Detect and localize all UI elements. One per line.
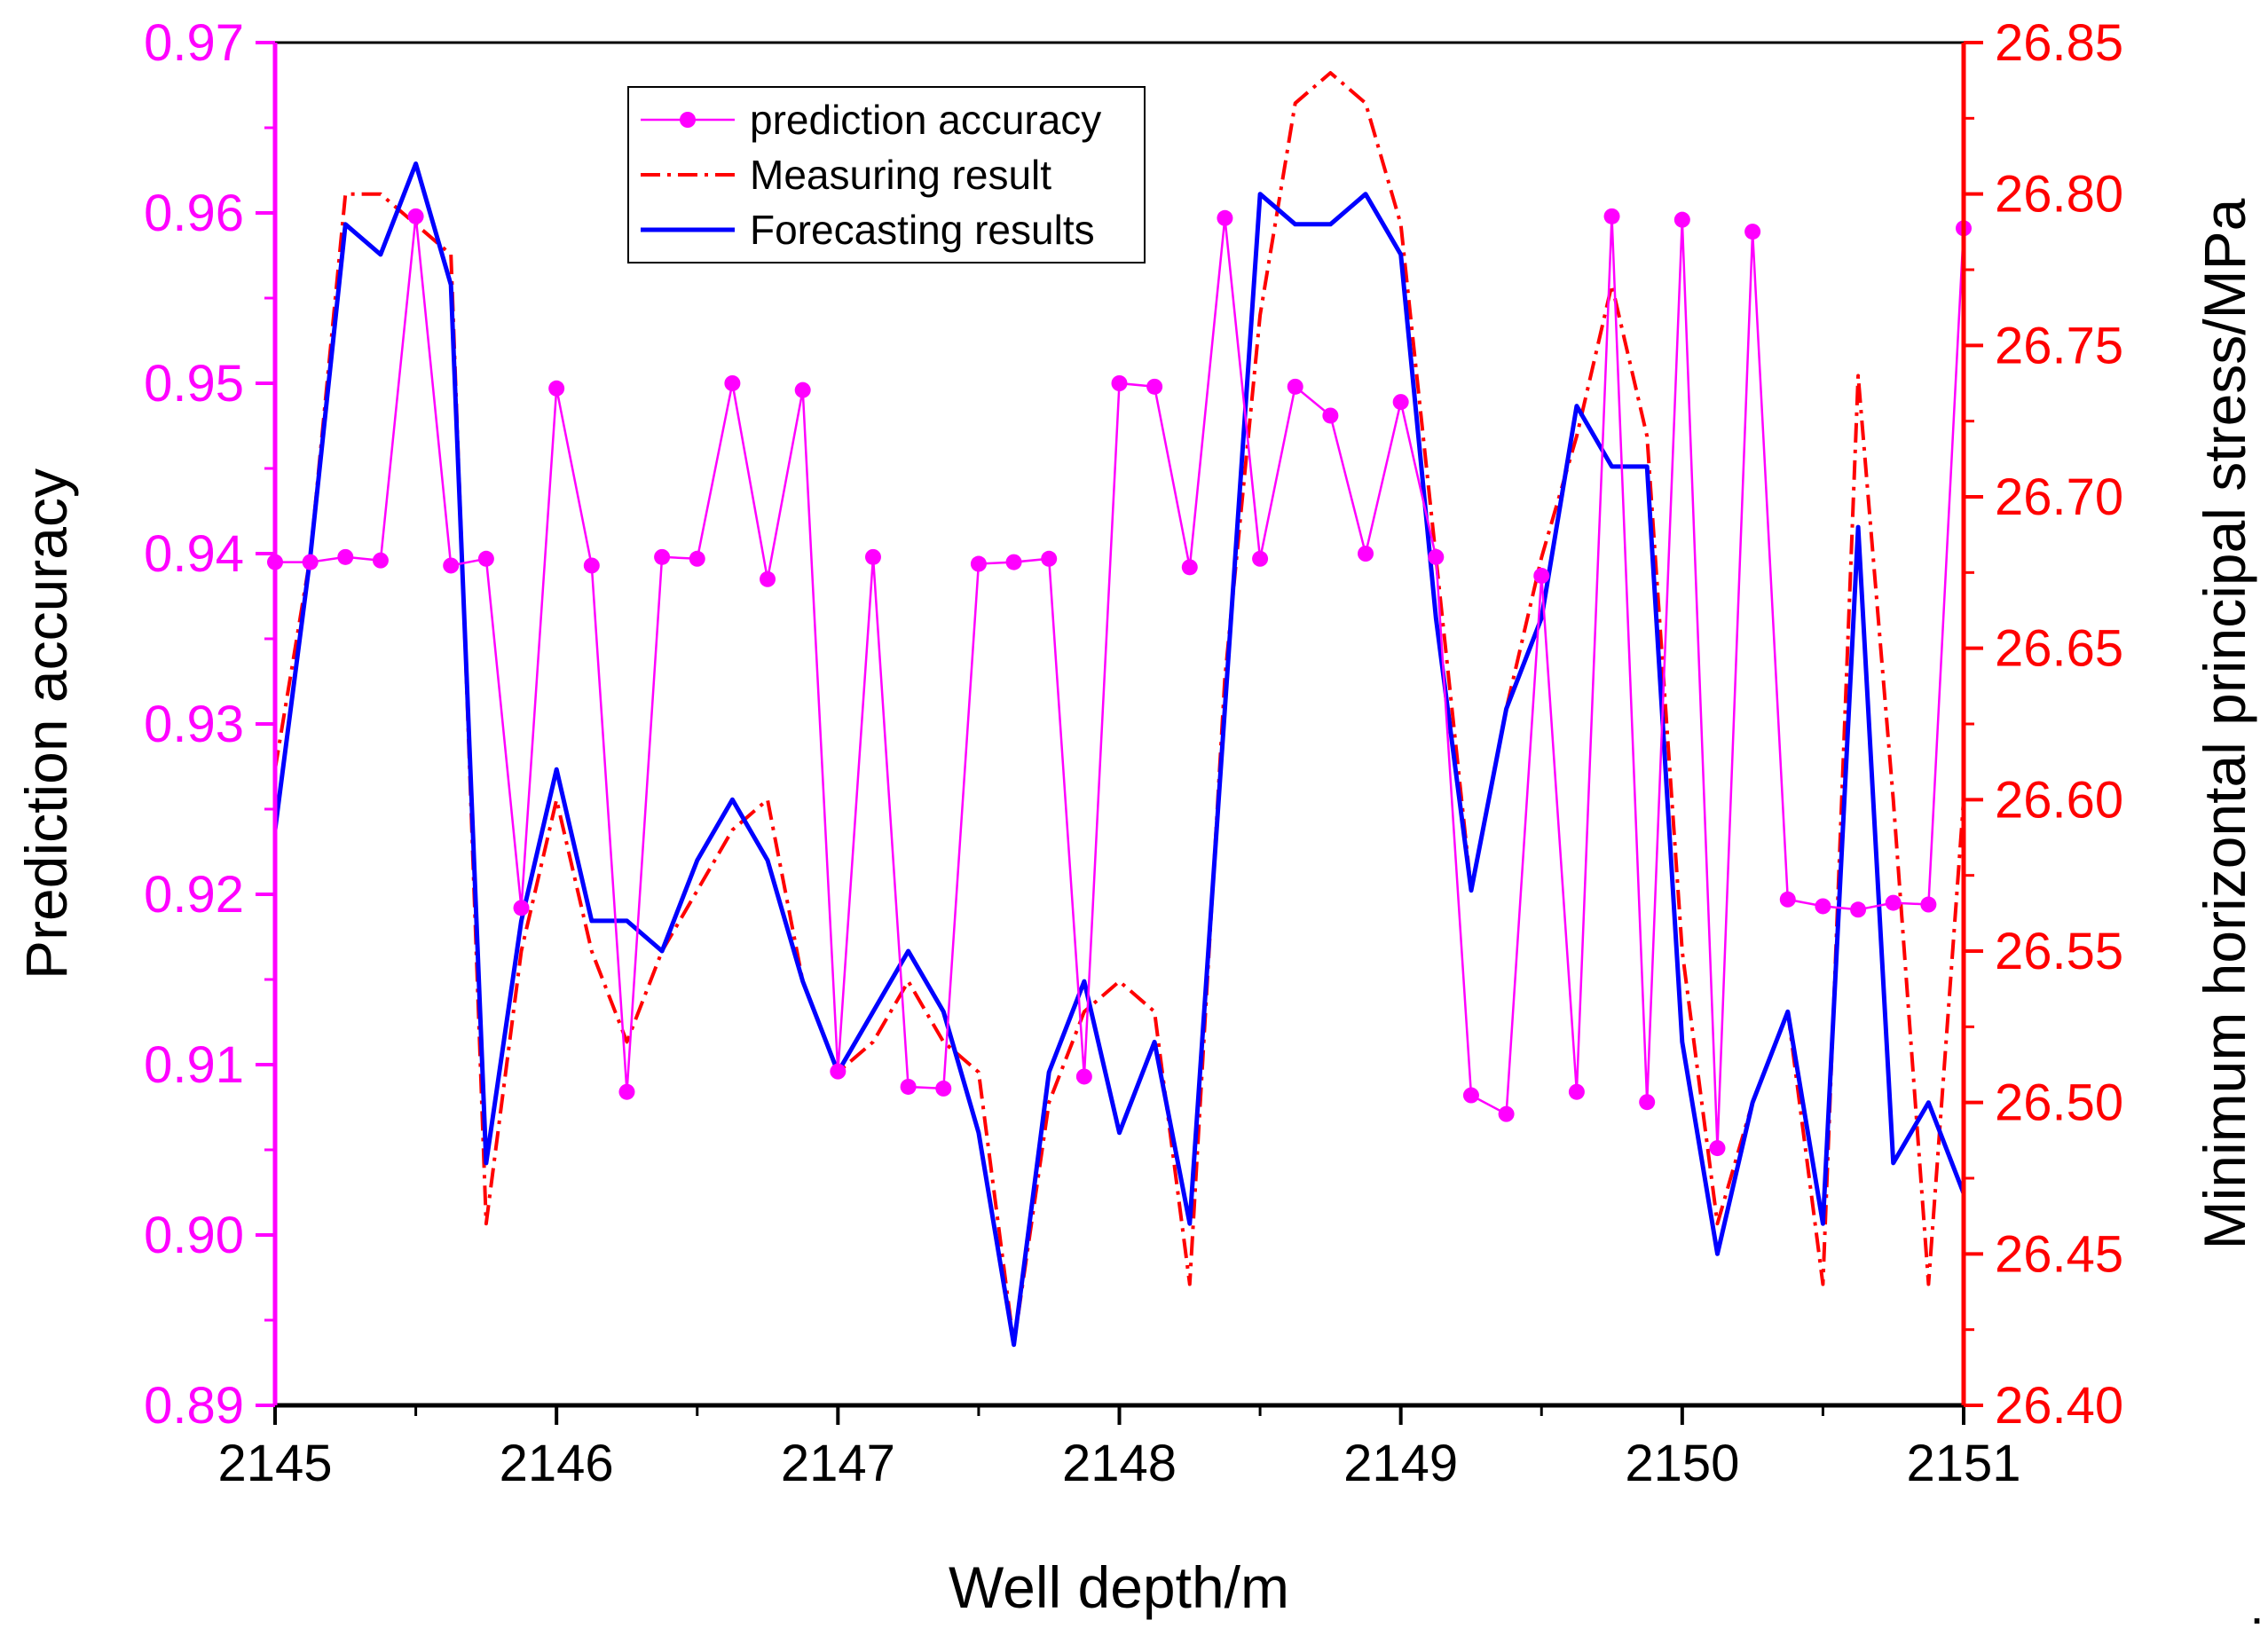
legend-label-forecasting-results: Forecasting results	[750, 207, 1095, 253]
data-point-prediction-accuracy	[513, 900, 530, 916]
left-y-tick-label: 0.90	[144, 1207, 244, 1264]
left-y-axis-ticks: 0.89 0.90 0.91 0.92 0.93 0.94 0.95 0.96 0.97	[144, 14, 275, 1435]
data-point-prediction-accuracy	[477, 550, 494, 567]
legend-label-prediction-accuracy: prediction accuracy	[750, 97, 1101, 143]
right-y-tick-label: 26.75	[1995, 317, 2123, 374]
right-y-tick-label: 26.55	[1995, 923, 2123, 980]
data-point-prediction-accuracy	[1322, 407, 1339, 424]
data-point-prediction-accuracy	[443, 557, 460, 574]
data-point-prediction-accuracy	[1568, 1083, 1585, 1100]
x-axis-title: Well depth/m	[949, 1554, 1289, 1620]
data-point-prediction-accuracy	[864, 548, 881, 565]
series-prediction-accuracy	[267, 208, 1972, 1157]
left-y-tick-label: 0.96	[144, 185, 244, 242]
data-point-prediction-accuracy	[1428, 548, 1445, 565]
data-point-prediction-accuracy	[1146, 378, 1163, 395]
data-point-prediction-accuracy	[1392, 394, 1409, 411]
left-y-axis-title: Prediction accuracy	[13, 468, 79, 979]
data-point-prediction-accuracy	[1005, 554, 1022, 570]
x-tick-label: 2146	[500, 1435, 614, 1492]
right-y-tick-label: 26.65	[1995, 620, 2123, 678]
data-point-prediction-accuracy	[1217, 209, 1233, 226]
data-point-prediction-accuracy	[1709, 1140, 1726, 1157]
data-point-prediction-accuracy	[794, 381, 811, 398]
data-point-prediction-accuracy	[1111, 375, 1128, 391]
left-y-tick-label: 0.95	[144, 355, 244, 413]
series-line-forecasting-results	[272, 161, 1966, 1348]
right-y-tick-label: 26.40	[1995, 1377, 2123, 1435]
data-point-prediction-accuracy	[1498, 1105, 1515, 1122]
right-y-tick-label: 26.70	[1995, 468, 2123, 526]
left-y-tick-label: 0.93	[144, 696, 244, 753]
data-point-prediction-accuracy	[1252, 550, 1269, 567]
data-point-prediction-accuracy	[1885, 894, 1902, 911]
data-point-prediction-accuracy	[760, 570, 776, 587]
right-y-tick-label: 26.45	[1995, 1225, 2123, 1283]
data-point-prediction-accuracy	[1041, 550, 1058, 567]
series-forecasting-results	[272, 161, 1966, 1348]
data-point-prediction-accuracy	[618, 1083, 635, 1100]
right-y-axis-title: Minimum horizontal principal stress/MPa	[2192, 198, 2257, 1249]
x-tick-label: 2151	[1906, 1435, 2020, 1492]
data-point-prediction-accuracy	[900, 1078, 917, 1095]
right-y-tick-label: 26.60	[1995, 771, 2123, 829]
data-point-prediction-accuracy	[1358, 546, 1374, 562]
x-tick-label: 2147	[781, 1435, 895, 1492]
data-point-prediction-accuracy	[583, 557, 600, 574]
data-point-prediction-accuracy	[302, 554, 319, 570]
data-point-prediction-accuracy	[1850, 901, 1867, 918]
left-y-tick-label: 0.94	[144, 525, 244, 583]
data-point-prediction-accuracy	[1533, 567, 1550, 584]
left-y-tick-label: 0.92	[144, 866, 244, 924]
data-point-prediction-accuracy	[1639, 1094, 1656, 1111]
left-y-tick-label: 0.91	[144, 1036, 244, 1094]
data-point-prediction-accuracy	[372, 552, 389, 569]
data-point-prediction-accuracy	[1815, 898, 1831, 915]
right-y-tick-label: 26.80	[1995, 166, 2123, 224]
legend-box	[627, 86, 1146, 263]
data-point-prediction-accuracy	[970, 555, 987, 572]
left-y-tick-label: 0.97	[144, 14, 244, 72]
right-y-axis-ticks: 26.40 26.45 26.50 26.55 26.60 26.65 26.70 26.75…	[1964, 14, 2123, 1435]
data-point-prediction-accuracy	[935, 1080, 952, 1097]
data-point-prediction-accuracy	[830, 1063, 847, 1080]
data-point-prediction-accuracy	[1603, 208, 1620, 224]
data-point-prediction-accuracy	[689, 550, 705, 567]
x-tick-label: 2148	[1062, 1435, 1177, 1492]
data-point-prediction-accuracy	[654, 548, 671, 565]
x-tick-label: 2145	[217, 1435, 332, 1492]
right-y-tick-label: 26.85	[1995, 14, 2123, 72]
data-point-prediction-accuracy	[548, 380, 565, 397]
left-y-tick-label: 0.89	[144, 1377, 244, 1435]
data-point-prediction-accuracy	[1287, 378, 1303, 395]
data-point-prediction-accuracy	[407, 208, 424, 224]
data-point-prediction-accuracy	[724, 375, 741, 391]
right-y-tick-label: 26.50	[1995, 1074, 2123, 1132]
legend-marker-prediction-accuracy	[680, 112, 696, 128]
trailing-period: .	[2252, 1593, 2262, 1632]
data-point-prediction-accuracy	[1181, 559, 1198, 576]
legend-label-measuring-result: Measuring result	[750, 152, 1051, 198]
x-tick-label: 2150	[1625, 1435, 1739, 1492]
x-axis-ticks: 2145 2146 2147 2148 2149 2150 2151	[217, 1405, 2021, 1492]
legend: prediction accuracy Measuring result For…	[627, 86, 1146, 263]
data-point-prediction-accuracy	[337, 548, 354, 565]
data-point-prediction-accuracy	[1779, 891, 1796, 908]
data-point-prediction-accuracy	[1744, 224, 1761, 240]
data-point-prediction-accuracy	[1075, 1068, 1092, 1085]
data-point-prediction-accuracy	[1673, 211, 1690, 228]
data-point-prediction-accuracy	[1920, 896, 1937, 913]
x-tick-label: 2149	[1343, 1435, 1458, 1492]
data-point-prediction-accuracy	[1462, 1087, 1479, 1104]
